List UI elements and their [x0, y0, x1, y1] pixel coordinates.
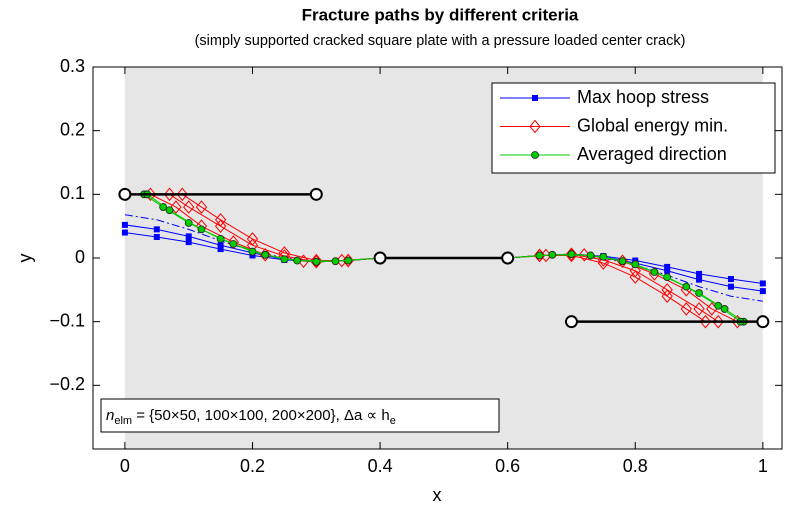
marker: [693, 302, 705, 316]
annotation-part: e: [390, 415, 396, 427]
marker: [567, 250, 576, 259]
marker: [759, 288, 766, 295]
marker: [183, 200, 195, 214]
marker: [153, 226, 160, 233]
crack-tip: [118, 187, 132, 201]
legend-label: Averaged direction: [577, 144, 727, 164]
marker: [664, 267, 671, 274]
marker: [680, 302, 692, 316]
marker: [599, 252, 608, 261]
y-tick-label: −0.2: [49, 374, 85, 394]
crack-tip: [564, 315, 578, 329]
annotation-box: [100, 398, 500, 433]
marker: [578, 248, 590, 262]
marker: [699, 314, 712, 329]
x-tick-label: 0.6: [495, 456, 520, 476]
legend-label: Global energy min.: [577, 115, 728, 135]
annotation-part: n: [106, 407, 114, 424]
y-tick-label: 0.3: [60, 56, 85, 76]
x-tick-label: 0.4: [368, 456, 393, 476]
marker: [185, 233, 192, 240]
marker: [261, 250, 270, 259]
legend-marker: [531, 151, 539, 159]
chart-subtitle: (simply supported cracked square plate w…: [195, 33, 686, 49]
marker: [185, 239, 192, 246]
y-axis-label: y: [15, 254, 35, 263]
annotation: nelm = {50×50, 100×100, 200×200}, Δa ∝ h…: [106, 407, 396, 427]
marker: [629, 263, 641, 278]
marker: [214, 219, 227, 233]
legend-marker: [532, 95, 538, 101]
marker: [310, 253, 322, 268]
marker: [714, 301, 723, 310]
marker: [727, 276, 734, 283]
marker: [650, 268, 659, 276]
x-tick-label: 0.2: [240, 456, 265, 476]
marker: [121, 221, 128, 228]
legend-marker: [529, 119, 541, 134]
marker: [170, 200, 182, 214]
marker: [727, 283, 734, 290]
crack-tip: [373, 251, 387, 265]
marker: [331, 257, 340, 266]
marker: [696, 270, 703, 277]
x-tick-label: 0: [120, 456, 130, 476]
crack-tip: [309, 187, 323, 201]
marker: [618, 257, 627, 266]
marker: [293, 256, 302, 265]
marker: [163, 187, 176, 202]
marker: [661, 283, 673, 297]
marker: [696, 276, 703, 283]
x-tick-label: 0.8: [623, 456, 648, 476]
x-tick-label: 1: [758, 456, 768, 476]
marker: [165, 206, 174, 215]
marker: [121, 229, 128, 236]
marker: [586, 251, 595, 260]
marker: [661, 289, 673, 303]
y-tick-label: 0.2: [60, 119, 85, 139]
marker: [759, 280, 766, 287]
marker: [629, 270, 641, 284]
marker: [312, 257, 321, 266]
marker: [217, 242, 224, 249]
marker: [159, 203, 168, 211]
annotation-part: elm: [114, 415, 132, 427]
y-tick-label: −0.1: [49, 310, 85, 330]
marker: [712, 314, 724, 329]
chart-title: Fracture paths by different criteria: [302, 5, 579, 24]
y-tick-label: 0.1: [60, 183, 85, 203]
series-line: [507, 254, 741, 323]
marker: [548, 250, 557, 259]
marker: [682, 282, 691, 291]
marker: [195, 200, 208, 214]
marker: [176, 187, 188, 202]
crack-tip: [501, 251, 515, 265]
marker: [197, 225, 206, 234]
annotation-part: = {50×50, 100×100, 200×200}, Δa ∝ h: [132, 407, 390, 424]
y-tick-label: 0: [75, 247, 85, 267]
series-line: [146, 193, 381, 262]
marker: [227, 235, 240, 249]
marker: [720, 305, 729, 313]
marker: [280, 255, 289, 264]
axes-box: [92, 66, 783, 450]
crack-tip: [756, 315, 770, 329]
legend-label: Max hoop stress: [577, 87, 709, 107]
marker: [229, 240, 238, 248]
x-axis-label: x: [433, 485, 442, 505]
marker: [153, 233, 160, 240]
